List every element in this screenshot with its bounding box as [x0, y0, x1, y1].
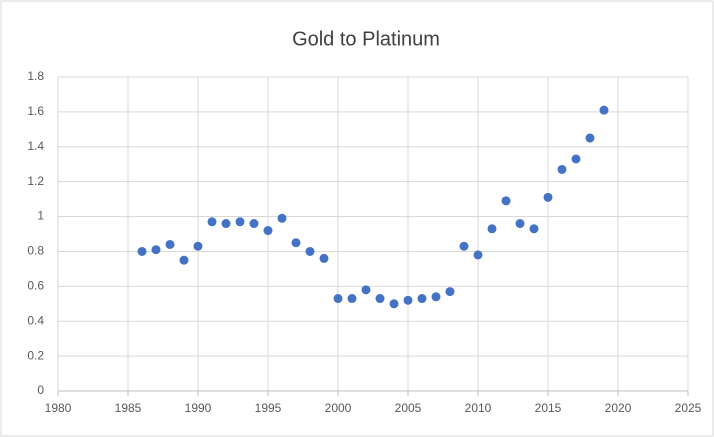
- point: [529, 224, 539, 234]
- point: [417, 294, 427, 304]
- y-tick-label: 0.6: [27, 279, 44, 293]
- point: [487, 224, 497, 234]
- point: [165, 239, 175, 249]
- x-tick-label: 1990: [185, 401, 212, 415]
- point: [249, 219, 259, 229]
- point: [459, 241, 469, 251]
- x-tick-label: 2025: [675, 401, 702, 415]
- x-tick-label: 2015: [535, 401, 562, 415]
- y-tick-label: 0.4: [27, 313, 44, 327]
- point: [291, 238, 301, 248]
- point: [473, 250, 483, 260]
- x-tick-label: 2000: [325, 401, 352, 415]
- x-tick-label: 2005: [395, 401, 422, 415]
- point: [571, 154, 581, 164]
- point: [599, 105, 609, 115]
- y-tick-label: 1.6: [27, 104, 44, 118]
- point: [277, 213, 287, 223]
- point: [361, 285, 371, 295]
- x-tick-label: 1985: [115, 401, 142, 415]
- point: [179, 255, 189, 265]
- y-tick-label: 1.2: [27, 174, 44, 188]
- y-tick-label: 1: [37, 209, 44, 223]
- point: [389, 299, 399, 309]
- point: [543, 192, 553, 202]
- point: [137, 246, 147, 256]
- y-tick-label: 0.2: [27, 348, 44, 362]
- x-tick-label: 2020: [605, 401, 632, 415]
- point: [501, 196, 511, 206]
- point: [151, 245, 161, 255]
- point: [515, 219, 525, 229]
- point: [585, 133, 595, 143]
- point: [235, 217, 245, 227]
- point: [557, 164, 567, 174]
- point: [207, 217, 217, 227]
- point: [263, 226, 273, 236]
- y-tick-label: 1.8: [27, 69, 44, 83]
- point: [347, 294, 357, 304]
- x-tick-label: 1980: [45, 401, 72, 415]
- point: [445, 287, 455, 297]
- y-tick-label: 0.8: [27, 244, 44, 258]
- point: [193, 241, 203, 251]
- point: [305, 246, 315, 256]
- x-tick-label: 1995: [255, 401, 282, 415]
- y-tick-label: 0: [37, 383, 44, 397]
- point: [319, 253, 329, 263]
- chart-title: Gold to Platinum: [292, 28, 440, 50]
- x-tick-label: 2010: [465, 401, 492, 415]
- point: [333, 294, 343, 304]
- y-tick-label: 1.4: [27, 139, 44, 153]
- point: [375, 294, 385, 304]
- point: [221, 219, 231, 229]
- point: [431, 292, 441, 302]
- point: [403, 295, 413, 305]
